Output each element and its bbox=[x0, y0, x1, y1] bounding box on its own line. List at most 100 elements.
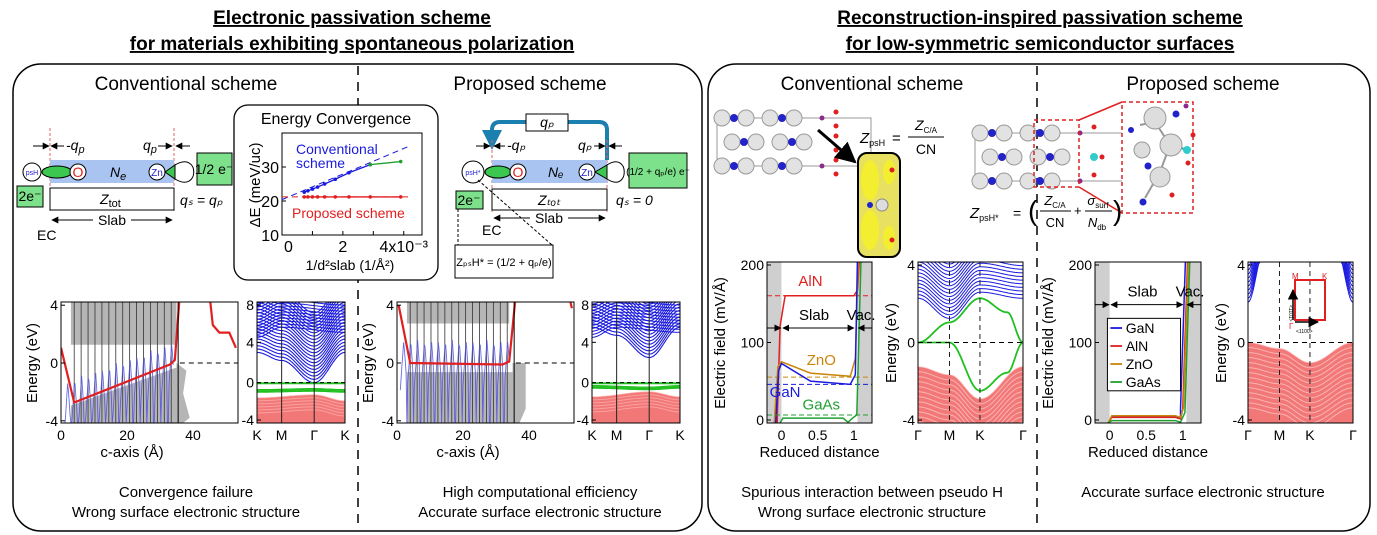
pseudo-hydrogen bbox=[819, 163, 825, 169]
conduction-band-line bbox=[257, 302, 345, 311]
right-title-line2: for low-symmetric semiconductor surfaces bbox=[846, 34, 1235, 55]
direction-label-1101: <1101> bbox=[1287, 305, 1293, 322]
proposed-potential-plot: 40-40 20 40c-axis (Å)Energy (eV) bbox=[360, 297, 575, 461]
conduction-band-line bbox=[257, 323, 345, 335]
valence-band-line bbox=[1248, 367, 1353, 389]
local-potential-line bbox=[399, 339, 510, 423]
legend: GaN AlN ZnO GaAs bbox=[1106, 317, 1182, 392]
x-tick-label: M bbox=[276, 427, 288, 443]
data-point bbox=[333, 195, 338, 199]
psh-atom: psH bbox=[26, 170, 38, 177]
macroscopic-average-line bbox=[61, 302, 181, 405]
valence-band-line bbox=[592, 397, 680, 404]
minus-qp-label: -qp bbox=[66, 137, 85, 156]
series-line-1 bbox=[370, 160, 401, 166]
slab-label: Slab bbox=[1128, 284, 1158, 301]
surface-state-line bbox=[918, 297, 1023, 344]
valence-band-line bbox=[1248, 352, 1353, 374]
two-electron-label-proposed: 2e⁻ bbox=[458, 192, 481, 208]
cation-atom bbox=[771, 133, 789, 151]
bz-point-M: M bbox=[1292, 272, 1299, 281]
valence-band-line bbox=[918, 391, 1023, 423]
cation-atom bbox=[971, 124, 989, 142]
dos-profile bbox=[512, 363, 526, 423]
x-tick-label: 40 bbox=[521, 427, 537, 443]
pseudo-hydrogen bbox=[1099, 154, 1105, 160]
valence-band-line bbox=[592, 406, 680, 413]
conduction-band-line bbox=[257, 348, 345, 380]
x-tick-label: Γ bbox=[310, 427, 318, 443]
conduction-band-line bbox=[257, 302, 345, 314]
data-point bbox=[347, 170, 351, 175]
valence-band-line bbox=[1248, 397, 1353, 419]
minus-qp-label-proposed: -qₚ bbox=[507, 137, 525, 153]
valence-band-line bbox=[1248, 377, 1353, 399]
valence-band-line bbox=[918, 371, 1023, 405]
valence-band-line bbox=[918, 386, 1023, 420]
anion-atom bbox=[778, 162, 786, 170]
left-prop-caption2: Accurate surface electronic structure bbox=[418, 504, 661, 521]
valence-band-line bbox=[918, 366, 1023, 400]
left-prop-heading: Proposed scheme bbox=[453, 74, 606, 95]
anion-atom bbox=[730, 162, 738, 170]
qp-label-proposed: qₚ bbox=[578, 137, 592, 153]
anion-atom bbox=[788, 138, 796, 146]
conduction-band-line bbox=[1248, 262, 1353, 267]
conduction-band-line bbox=[257, 302, 345, 317]
half-electron-label: 1/2 e⁻ bbox=[195, 161, 234, 177]
vacuum-label: Vac. bbox=[847, 307, 876, 324]
valence-band-line bbox=[1248, 382, 1353, 404]
conduction-band-line bbox=[918, 262, 1023, 276]
legend-label-ZnO: ZnO bbox=[1126, 356, 1153, 372]
surface-state-line bbox=[257, 389, 345, 392]
anion-atom bbox=[1046, 153, 1054, 161]
x-axis-label: Reduced distance bbox=[759, 444, 879, 461]
valence-band-line bbox=[257, 400, 345, 408]
prop-series-label: Proposed scheme bbox=[292, 205, 405, 221]
y-tick-label: 8 bbox=[581, 297, 589, 313]
x-tick-label: 2 bbox=[338, 239, 347, 256]
cation-atom bbox=[713, 157, 731, 175]
valence-band-line bbox=[1248, 402, 1353, 423]
proposed-slab-diagram: qₚ -qₚ qₚ psH* O Nₑ Zn (1/2 + qₚ/e) e⁻ 2… bbox=[454, 113, 690, 279]
x-axis-label: c-axis (Å) bbox=[436, 444, 499, 461]
x-tick-label: 0 bbox=[57, 427, 65, 443]
y-axis-label: Energy (eV) bbox=[1213, 303, 1230, 383]
conduction-band-line bbox=[592, 320, 680, 332]
valence-band-line bbox=[1248, 407, 1353, 423]
svg-text:ZpsH*: ZpsH* bbox=[969, 205, 999, 223]
data-point bbox=[306, 189, 310, 193]
slab-label-proposed: Slab bbox=[535, 210, 563, 226]
data-point bbox=[306, 195, 310, 199]
ztot-label-proposed: Zₜₒₜ bbox=[537, 192, 561, 208]
conventional-slab-diagram: -qp qp psH O Ne Zn 1/2 e⁻ 2e⁻ Ztot qₛ = … bbox=[16, 128, 234, 243]
conduction-band-line bbox=[257, 308, 345, 340]
legend-label-AlN: AlN bbox=[1126, 338, 1149, 354]
valence-band-line bbox=[257, 394, 345, 402]
conv-series-label1: Conventional bbox=[296, 141, 378, 157]
cation-atom bbox=[737, 157, 755, 175]
svg-text:=: = bbox=[1013, 205, 1021, 221]
cation-atom bbox=[785, 109, 803, 127]
conduction-band-line bbox=[257, 335, 345, 367]
material-label-GaAs: GaAs bbox=[803, 396, 841, 413]
bz-point-gamma: Γ bbox=[1289, 322, 1294, 331]
cation-atom bbox=[785, 157, 803, 175]
y-tick-label: -4 bbox=[903, 412, 916, 428]
conv-series-label2: scheme bbox=[296, 155, 345, 171]
clipped-group bbox=[61, 302, 238, 423]
chart-xlabel: 1/d²slab (1/Å²) bbox=[306, 257, 395, 273]
conduction-band-line bbox=[1248, 262, 1353, 271]
svg-text:(: ( bbox=[1028, 195, 1038, 226]
conventional-band-structure: 840-4K M Γ K bbox=[242, 297, 351, 443]
right-conv-heading: Conventional scheme bbox=[781, 74, 964, 95]
vacuum-average-line bbox=[209, 302, 237, 349]
conduction-band-line bbox=[1248, 262, 1353, 291]
anion-atom bbox=[988, 177, 996, 185]
y-tick-label: 10 bbox=[261, 228, 279, 245]
valence-band-line bbox=[918, 401, 1023, 423]
conduction-band-line bbox=[592, 320, 680, 352]
conduction-band-line bbox=[257, 317, 345, 329]
pseudo-hydrogen bbox=[1091, 124, 1097, 130]
conduction-band-line bbox=[918, 280, 1023, 309]
